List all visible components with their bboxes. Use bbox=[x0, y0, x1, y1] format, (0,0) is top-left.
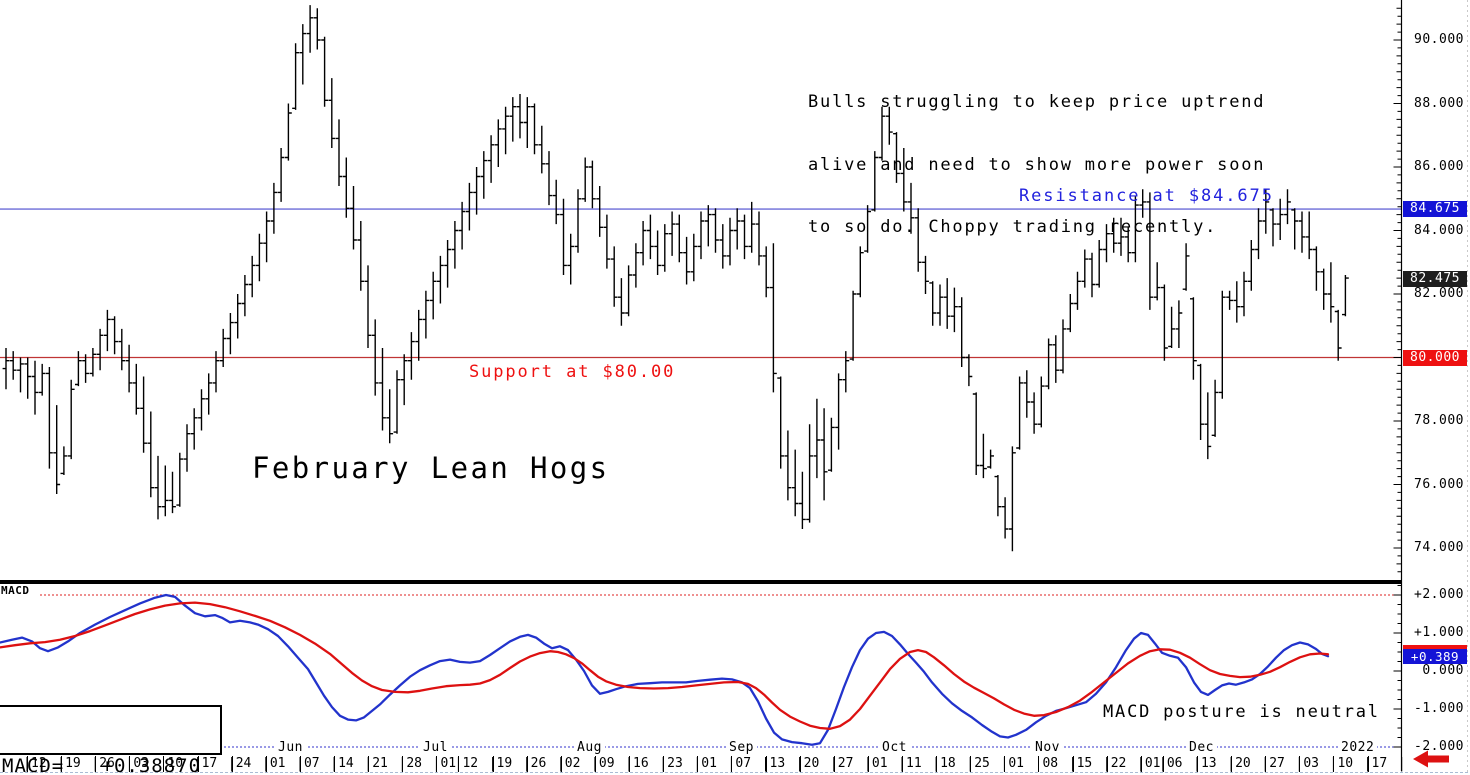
price-axis-label: 78.000 bbox=[1414, 413, 1464, 428]
scroll-left-arrow-icon[interactable] bbox=[1413, 750, 1449, 768]
price-axis-label: 88.000 bbox=[1414, 95, 1464, 111]
date-cell: 03 bbox=[1299, 756, 1333, 772]
date-cell: 01 bbox=[1140, 756, 1163, 772]
price-axis-label: 74.000 bbox=[1414, 540, 1464, 555]
month-label: Sep bbox=[726, 740, 757, 755]
date-cell: 07 bbox=[299, 756, 334, 772]
date-cell: 26 bbox=[95, 756, 129, 772]
support-label: Support at $80.00 bbox=[469, 362, 676, 382]
date-cell: 20 bbox=[799, 756, 834, 772]
price-axis-label: 90.000 bbox=[1414, 32, 1464, 47]
date-cell: 10 bbox=[1333, 756, 1367, 772]
date-cell: 01 bbox=[265, 756, 300, 772]
date-cell: 01 bbox=[1004, 756, 1038, 772]
date-cell: 26 bbox=[526, 756, 561, 772]
date-cell: 27 bbox=[833, 756, 868, 772]
macda-line bbox=[0, 601, 1330, 730]
date-cell: 20 bbox=[1231, 756, 1265, 772]
macd-readout-value: MACD= +0.38870 bbox=[2, 755, 202, 775]
month-label: Nov bbox=[1032, 740, 1063, 755]
date-cell: 07 bbox=[731, 756, 765, 772]
date-cell: 08 bbox=[1038, 756, 1072, 772]
price-axis-label: 76.000 bbox=[1414, 476, 1464, 492]
date-cell: 23 bbox=[663, 756, 697, 772]
macd-posture-label: MACD posture is neutral bbox=[1103, 702, 1380, 722]
annotation-line: Bulls struggling to keep price uptrend bbox=[808, 92, 1266, 113]
month-label: Oct bbox=[879, 740, 910, 755]
chart-title: February Lean Hogs bbox=[252, 451, 610, 485]
date-cell: 18 bbox=[936, 756, 970, 772]
date-cell: 28 bbox=[402, 756, 436, 772]
date-cell: 13 bbox=[1196, 756, 1231, 772]
date-cell: 19 bbox=[61, 756, 95, 772]
date-cell: 12 bbox=[458, 756, 492, 772]
macd-panel-title: MACD bbox=[1, 584, 30, 597]
price-marker-box: 80.000 bbox=[1403, 349, 1467, 366]
price-bar-ticks bbox=[2, 17, 1349, 530]
price-marker-box: 82.475 bbox=[1403, 270, 1467, 287]
month-label: Aug bbox=[574, 740, 605, 755]
date-cell: 19 bbox=[492, 756, 527, 772]
macd-line bbox=[0, 593, 1330, 746]
macd-axis-label: -2.000 bbox=[1414, 739, 1464, 754]
date-cell: 15 bbox=[1072, 756, 1107, 772]
price-marker-box: 84.675 bbox=[1403, 201, 1467, 218]
date-cell: 21 bbox=[368, 756, 402, 772]
date-cell: 06 bbox=[1162, 756, 1197, 772]
month-label: 2022 bbox=[1338, 740, 1378, 755]
date-cell: 24 bbox=[231, 756, 266, 772]
price-axis-label: 82.000 bbox=[1414, 286, 1464, 301]
date-cell: 09 bbox=[594, 756, 629, 772]
date-cell: 01 bbox=[867, 756, 902, 772]
date-cell: 11 bbox=[902, 756, 936, 772]
date-cell: 25 bbox=[970, 756, 1004, 772]
date-cell: 16 bbox=[629, 756, 663, 772]
date-cell: 02 bbox=[560, 756, 595, 772]
annotation-line: to so do. Choppy trading recently. bbox=[808, 216, 1218, 237]
panel-separator bbox=[0, 580, 1402, 584]
macda-marker-stripe bbox=[1403, 645, 1467, 649]
annotation-text: Bulls struggling to keep price uptrend a… bbox=[808, 51, 1265, 279]
date-cell: 17 bbox=[197, 756, 232, 772]
month-label: Jul bbox=[420, 740, 451, 755]
date-cell: 01 bbox=[436, 756, 458, 772]
date-cell: 27 bbox=[1265, 756, 1299, 772]
resistance-label: Resistance at $84.675 bbox=[1019, 186, 1274, 206]
axis-ticks bbox=[1393, 7, 1402, 748]
date-cell bbox=[0, 756, 27, 772]
date-cell: 14 bbox=[334, 756, 368, 772]
price-axis-label: 86.000 bbox=[1414, 159, 1464, 174]
date-cell: 03 bbox=[129, 756, 163, 772]
macd-readout-box: MACD= +0.38870 MACDA= +0.44267 bbox=[0, 705, 222, 775]
macd-axis-label: +2.000 bbox=[1414, 587, 1464, 602]
date-cell: 12 bbox=[27, 756, 61, 772]
macd-axis-label: +1.000 bbox=[1414, 625, 1464, 640]
price-axis-label: 84.000 bbox=[1414, 222, 1464, 238]
date-cell: 10 bbox=[163, 756, 197, 772]
date-cell: 01 bbox=[697, 756, 731, 772]
month-label: Dec bbox=[1186, 740, 1217, 755]
date-cell: 13 bbox=[765, 756, 800, 772]
annotation-line: alive and need to show more power soon bbox=[808, 154, 1266, 175]
date-cell: 22 bbox=[1106, 756, 1141, 772]
macd-axis-label: -1.000 bbox=[1414, 701, 1464, 716]
macd-axis-label: 0.000 bbox=[1422, 663, 1464, 678]
date-cell: 17 bbox=[1367, 756, 1402, 772]
macd-marker-box: +0.389 bbox=[1403, 649, 1467, 664]
month-label: Jun bbox=[275, 740, 306, 755]
